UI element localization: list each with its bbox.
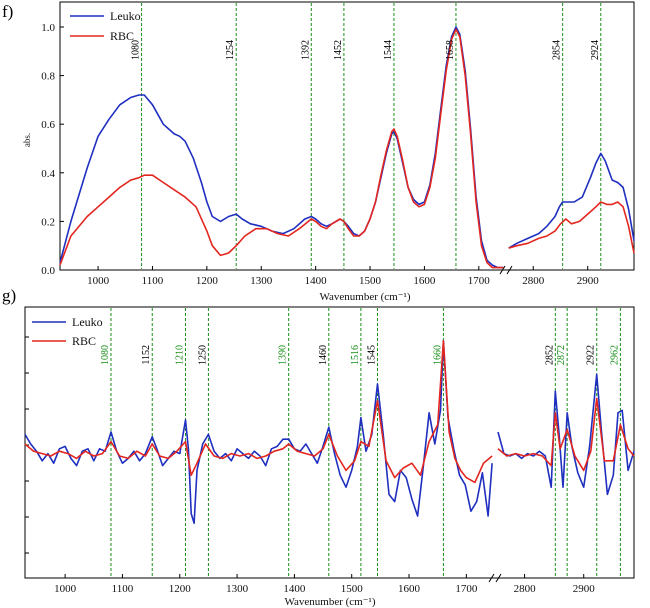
x-tick-label: 1400 [305,275,328,287]
peak-label: 1250 [197,345,208,365]
peak-label: 1392 [300,40,311,60]
peak-label: 1080 [131,40,142,60]
peak-label: 2854 [552,40,563,60]
peak-label: 1544 [383,40,394,60]
series-line-leuko [508,152,635,249]
panel-g-frame [24,306,635,579]
axis-break-mark [499,265,513,275]
legend-rbc-label: RBC [72,334,96,348]
x-tick-label: 1300 [250,275,273,287]
series-line-rbc [508,201,635,254]
peak-label: 1080 [100,345,111,365]
peak-label: 2962 [609,345,620,365]
peak-label: 1660 [432,345,443,365]
panel-f-legend: Leuko RBC [70,9,141,43]
panel-f-xlabel: Wavenumber (cm⁻¹) [320,291,411,303]
x-tick-label: 2800 [514,583,537,595]
legend-leuko-label: Leuko [110,9,141,23]
series-line-leuko [497,373,635,496]
x-tick-label: 1300 [226,583,249,595]
panel-f-label: f) [2,2,13,21]
x-tick-label: 1700 [468,275,491,287]
x-tick-label: 1500 [359,275,382,287]
y-tick-label: 0.0 [41,265,55,277]
peak-label: 1152 [141,345,152,365]
series-line-leuko [24,340,493,524]
peak-label: 1545 [367,345,378,365]
panel-f-ylabel: abs. [22,133,32,147]
axis-break-mark [488,573,502,583]
peak-label: 1658 [445,40,456,60]
panel-f: f) abs. Wavenumber (cm⁻¹) 0.0 0.2 0.4 0.6 0.… [2,1,635,303]
panel-f-frame [59,1,635,271]
x-tick-label: 2800 [522,275,545,287]
x-tick-label: 1200 [169,583,192,595]
panel-g: g) Wavenumber (cm⁻¹) 1000 1100 1200 1300 140… [2,286,635,608]
series-line-rbc [24,340,493,484]
x-tick-label: 1200 [196,275,219,287]
panel-g-label: g) [2,286,16,305]
peak-label: 1460 [318,345,329,365]
x-tick-label: 1000 [54,583,77,595]
x-tick-label: 1600 [398,583,421,595]
panel-g-xlabel: Wavenumber (cm⁻¹) [285,596,376,608]
x-tick-label: 1500 [341,583,364,595]
peak-label: 1452 [333,40,344,60]
x-tick-label: 1100 [112,583,134,595]
peak-label: 2924 [590,40,601,60]
y-tick-label: 0.4 [41,168,55,180]
peak-label: 1516 [350,345,361,365]
peak-label: 2872 [556,345,567,365]
y-tick-label: 0.8 [41,71,55,83]
x-tick-label: 1100 [142,275,164,287]
peak-label: 1254 [225,40,236,60]
peak-label: 2852 [544,345,555,365]
x-tick-label: 1400 [283,583,306,595]
series-line-rbc [59,28,504,269]
peak-label: 1210 [174,345,185,365]
x-tick-label: 2900 [577,275,600,287]
y-tick-label: 1.0 [41,22,55,34]
y-tick-label: 0.2 [41,216,55,228]
legend-leuko-label: Leuko [72,315,103,329]
series-line-rbc [497,397,635,472]
x-tick-label: 1600 [413,275,436,287]
peak-label: 2922 [586,345,597,365]
peak-label: 1390 [278,345,289,365]
panel-g-legend: Leuko RBC [32,315,103,348]
x-tick-label: 1000 [87,275,110,287]
y-tick-label: 0.6 [41,119,55,131]
x-tick-label: 2900 [573,583,596,595]
legend-rbc-label: RBC [110,29,134,43]
x-tick-label: 1700 [455,583,478,595]
